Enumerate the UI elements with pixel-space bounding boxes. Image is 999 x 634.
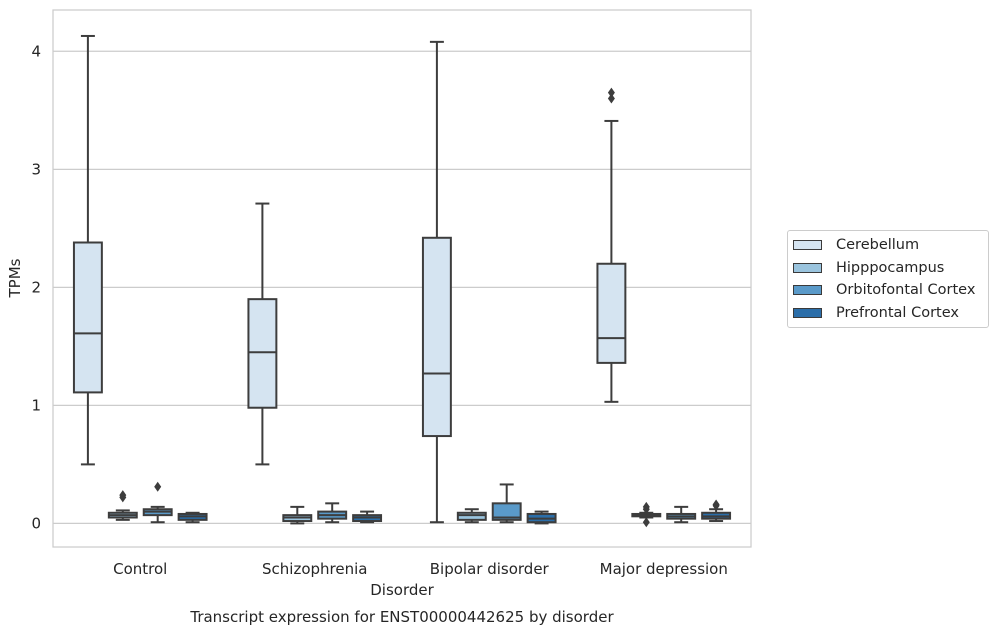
box-group <box>177 511 208 524</box>
legend-item-orbitofrontal-cortex: Orbitofontal Cortex <box>788 279 988 302</box>
outlier-point <box>607 87 615 98</box>
box-iqr <box>456 511 487 521</box>
box-group <box>631 501 662 528</box>
box-iqr <box>247 298 278 409</box>
legend-label-orbitofrontal-cortex: Orbitofontal Cortex <box>836 282 976 299</box>
box-iqr <box>72 241 103 394</box>
legend-item-cerebellum: Cerebellum <box>788 234 988 257</box>
box-iqr <box>491 502 522 521</box>
outlier-point <box>642 501 650 512</box>
legend-label-prefrontal-cortex: Prefrontal Cortex <box>836 304 959 321</box>
outlier-point <box>607 93 615 104</box>
x-tick-label: Major depression <box>600 560 728 578</box>
box-group <box>666 505 697 524</box>
x-axis-ticks: Control Schizophrenia Bipolar disorder Majo… <box>113 560 728 578</box>
x-tick-label: Bipolar disorder <box>430 560 550 578</box>
box-group <box>526 510 557 525</box>
x-tick-label: Schizophrenia <box>262 560 367 578</box>
box-series <box>72 34 732 528</box>
box-group <box>421 40 452 524</box>
legend-swatch-orbitofrontal-cortex <box>793 285 822 296</box>
outlier-point <box>119 490 127 501</box>
legend-label-hippocampus: Hipppocampus <box>836 259 945 276</box>
box-group <box>456 508 487 524</box>
plot-area-background <box>53 10 751 547</box>
gridlines <box>53 50 751 525</box>
legend-item-prefrontal-cortex: Prefrontal Cortex <box>788 302 988 325</box>
legend-item-hippocampus: Hipppocampus <box>788 257 988 280</box>
box-group <box>282 505 313 525</box>
box-group <box>72 34 103 466</box>
outlier-point <box>642 517 650 528</box>
legend-swatch-hippocampus <box>793 262 822 273</box>
box-group <box>317 502 348 524</box>
box-iqr <box>421 236 452 438</box>
y-tick-label: 0 <box>31 514 41 532</box>
y-tick-label: 4 <box>31 42 41 60</box>
x-tick-label: Control <box>113 560 167 578</box>
legend-swatch-cerebellum <box>793 240 822 251</box>
y-tick-label: 3 <box>31 160 41 178</box>
y-tick-label: 1 <box>31 396 41 414</box>
box-group <box>596 87 627 403</box>
box-group <box>107 490 138 521</box>
box-group <box>352 510 383 524</box>
plot-frame <box>52 9 752 548</box>
outlier-point <box>154 481 162 492</box>
box-group <box>491 483 522 524</box>
box-group <box>142 481 173 524</box>
box-group <box>247 202 278 466</box>
box-group <box>701 499 732 523</box>
y-axis-title: TPMs <box>6 258 24 298</box>
outlier-point <box>712 499 720 510</box>
x-axis-title: Disorder <box>370 581 434 599</box>
chart-title: Transcript expression for ENST0000044262… <box>189 608 614 626</box>
chart-legend: Cerebellum Hipppocampus Orbitofontal Cor… <box>787 230 989 328</box>
legend-swatch-prefrontal-cortex <box>793 307 822 318</box>
y-axis-ticks: 0 1 2 3 4 <box>31 42 41 532</box>
y-tick-label: 2 <box>31 278 41 296</box>
legend-label-cerebellum: Cerebellum <box>836 237 920 254</box>
box-iqr <box>596 262 627 364</box>
